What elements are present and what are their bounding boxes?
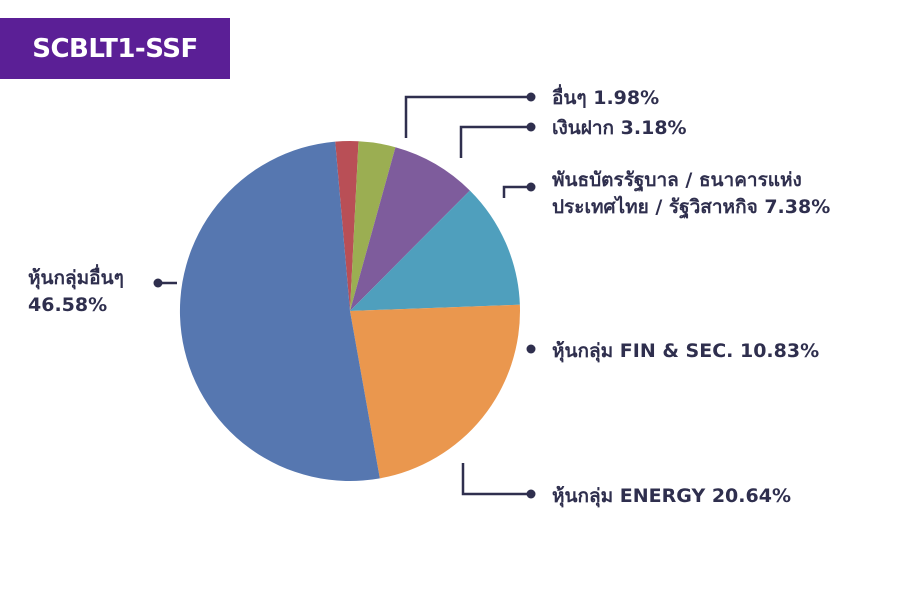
leader-line-0 bbox=[404, 95, 531, 138]
slice-label-line: หุ้นกลุ่ม FIN & SEC. 10.83% bbox=[552, 340, 819, 363]
pie-slice-2 bbox=[350, 147, 470, 311]
pie-slice-5 bbox=[179, 141, 380, 482]
slice-label-line: 46.58% bbox=[28, 294, 107, 316]
leader-dot-4 bbox=[526, 489, 536, 499]
leader-dot-3 bbox=[526, 344, 536, 354]
pie-slice-0 bbox=[335, 140, 359, 311]
slice-label-line: พันธบัตรรัฐบาล / ธนาคารแห่ง bbox=[552, 169, 802, 193]
slice-label-5: หุ้นกลุ่มอื่นๆ 46.58% bbox=[28, 264, 124, 316]
leader-dot-2 bbox=[526, 182, 536, 192]
leader-dot-0 bbox=[526, 92, 536, 102]
slice-label-line: เงินฝาก 3.18% bbox=[552, 117, 687, 139]
slice-labels: อื่นๆ 1.98% เงินฝาก 3.18% พันธบัตรรัฐบาล /… bbox=[28, 84, 830, 508]
leader-line-4 bbox=[461, 463, 531, 496]
slice-label-line: อื่นๆ 1.98% bbox=[552, 84, 659, 109]
leader-dot-1 bbox=[526, 122, 536, 132]
slice-label-2: พันธบัตรรัฐบาล / ธนาคารแห่งประเทศไทย / ร… bbox=[552, 169, 830, 220]
slice-label-line: หุ้นกลุ่ม ENERGY 20.64% bbox=[552, 485, 791, 508]
slice-label-line: หุ้นกลุ่มอื่นๆ bbox=[28, 264, 124, 290]
slice-label-1: เงินฝาก 3.18% bbox=[552, 117, 687, 139]
pie-slice-4 bbox=[350, 304, 520, 479]
slice-label-0: อื่นๆ 1.98% bbox=[552, 84, 659, 109]
pie-slices bbox=[179, 140, 520, 482]
leader-line-1 bbox=[459, 125, 531, 158]
fund-name-badge: SCBLT1-SSF bbox=[0, 18, 230, 79]
pie-slice-3 bbox=[350, 190, 520, 311]
leader-dot-5 bbox=[153, 278, 163, 288]
leader-line-2 bbox=[502, 185, 531, 198]
leader-lines bbox=[153, 92, 536, 499]
slice-label-3: หุ้นกลุ่ม FIN & SEC. 10.83% bbox=[552, 340, 819, 363]
slice-label-4: หุ้นกลุ่ม ENERGY 20.64% bbox=[552, 485, 791, 508]
slice-label-line: ประเทศไทย / รัฐวิสาหกิจ 7.38% bbox=[552, 195, 830, 220]
pie-slice-1 bbox=[350, 141, 396, 311]
